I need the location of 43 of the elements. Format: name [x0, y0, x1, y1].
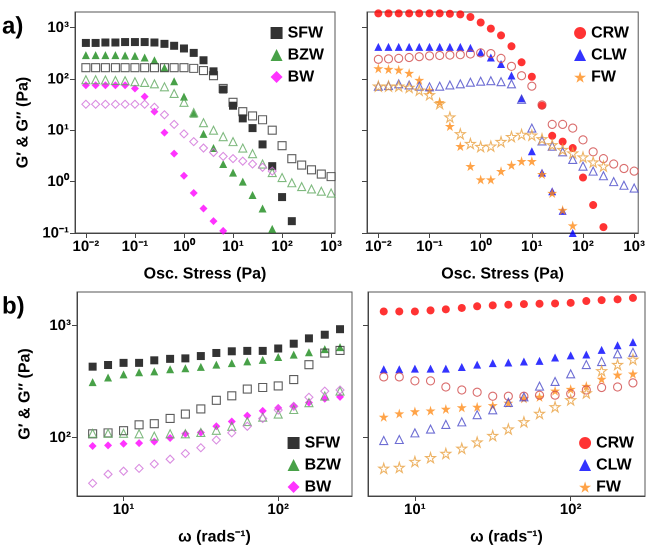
y-axis-title: G′ & G″ (Pa) [16, 348, 34, 440]
x-tick-label: 10² [572, 238, 594, 255]
y-tick-label: 10⁰ [47, 172, 70, 190]
legend-label: SFW [288, 24, 324, 42]
x-tick-label: 10³ [623, 238, 646, 255]
y-tick-label: 10¹ [47, 122, 69, 139]
legend-label: FW [591, 68, 617, 86]
x-tick-label: 10¹ [112, 501, 134, 518]
x-tick-label: 10⁻² [72, 238, 100, 255]
y-tick-label: 10² [49, 429, 71, 446]
y-axis-title: G′ & G″ (Pa) [14, 76, 32, 168]
y-tick-label: 10² [47, 70, 69, 88]
x-tick-label: 10⁻¹ [416, 238, 443, 255]
legend-label: CLW [591, 46, 628, 64]
y-tick-label: 10³ [47, 18, 69, 36]
x-axis-title: ω (rads⁻¹) [470, 528, 543, 546]
x-tick-label: 10³ [320, 238, 342, 255]
x-tick-label: 10⁻¹ [122, 238, 148, 255]
text: b) [2, 292, 25, 320]
legend-label: BW [304, 478, 332, 496]
x-tick-label: 10² [267, 501, 290, 518]
text: a) [2, 12, 24, 40]
legend-label: CLW [596, 456, 633, 474]
x-tick-label: 10¹ [404, 501, 426, 518]
x-axis-title: Osc. Stress (Pa) [144, 266, 266, 282]
legend-label: BZW [288, 46, 325, 64]
legend-label: CRW [591, 24, 630, 42]
x-tick-label: 10¹ [222, 238, 244, 255]
x-axis-title: Osc. Stress (Pa) [441, 266, 564, 282]
legend-label: BZW [304, 456, 342, 474]
x-axis-title: ω (rads⁻¹) [178, 528, 251, 546]
legend-label: FW [596, 478, 622, 496]
legend-label: SFW [304, 434, 342, 452]
legend-label: BW [288, 68, 316, 86]
x-tick-label: 10⁰ [470, 237, 493, 255]
y-tick-label: 10³ [49, 317, 71, 334]
y-tick-label: 10⁻¹ [42, 224, 69, 242]
x-tick-label: 10² [560, 501, 582, 518]
x-tick-label: 10⁻² [365, 238, 392, 255]
x-tick-label: 10² [271, 238, 293, 255]
x-tick-label: 10¹ [520, 238, 543, 255]
legend-label: CRW [596, 434, 635, 452]
x-tick-label: 10⁰ [173, 237, 196, 255]
